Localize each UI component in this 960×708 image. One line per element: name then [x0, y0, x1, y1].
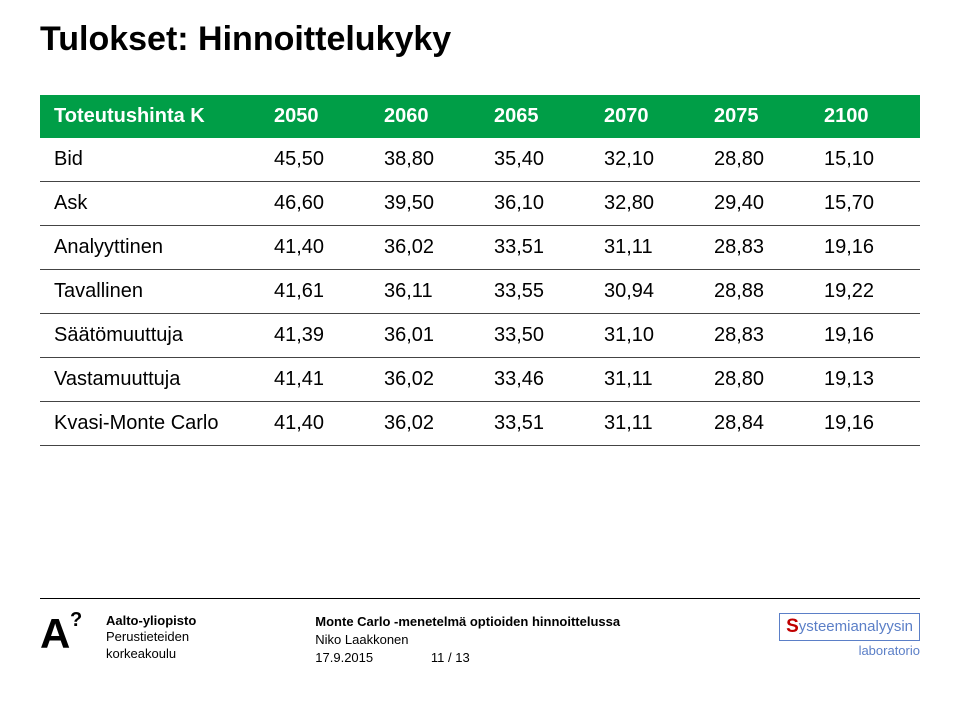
table-row: Vastamuuttuja 41,41 36,02 33,46 31,11 28…: [40, 358, 920, 402]
col-header: 2050: [260, 95, 370, 138]
table-row: Kvasi-Monte Carlo 41,40 36,02 33,51 31,1…: [40, 402, 920, 446]
cell: Vastamuuttuja: [40, 358, 260, 402]
col-header: 2075: [700, 95, 810, 138]
sys-logo-text: ysteemianalyysin: [799, 618, 913, 635]
footer-row: A? Aalto-yliopisto Perustieteiden korkea…: [40, 613, 920, 668]
cell: 19,16: [810, 226, 920, 270]
systems-analysis-logo: Systeemianalyysin laboratorio: [779, 613, 920, 658]
slide: Tulokset: Hinnoittelukyky Toteutushinta …: [0, 0, 960, 708]
cell: 19,13: [810, 358, 920, 402]
table-row: Ask 46,60 39,50 36,10 32,80 29,40 15,70: [40, 182, 920, 226]
cell: 32,80: [590, 182, 700, 226]
presentation-title: Monte Carlo -menetelmä optioiden hinnoit…: [315, 613, 620, 631]
aalto-text: Aalto-yliopisto Perustieteiden korkeakou…: [106, 613, 196, 662]
cell: 36,02: [370, 402, 480, 446]
col-header: 2060: [370, 95, 480, 138]
page-number: 11 / 13: [431, 650, 470, 665]
cell: 29,40: [700, 182, 810, 226]
sys-lab-text: laboratorio: [779, 643, 920, 658]
footer-date-page: 17.9.2015 11 / 13: [315, 649, 620, 667]
cell: 30,94: [590, 270, 700, 314]
aalto-logo-block: A? Aalto-yliopisto Perustieteiden korkea…: [40, 613, 196, 662]
cell: 46,60: [260, 182, 370, 226]
cell: 15,10: [810, 138, 920, 182]
presentation-author: Niko Laakkonen: [315, 631, 620, 649]
cell: 33,51: [480, 226, 590, 270]
cell: 28,80: [700, 358, 810, 402]
cell: Bid: [40, 138, 260, 182]
sys-logo-s-icon: S: [786, 616, 799, 637]
cell: 15,70: [810, 182, 920, 226]
table-row: Bid 45,50 38,80 35,40 32,10 28,80 15,10: [40, 138, 920, 182]
cell: 33,55: [480, 270, 590, 314]
cell: 33,51: [480, 402, 590, 446]
cell: 28,83: [700, 314, 810, 358]
table-row: Tavallinen 41,61 36,11 33,55 30,94 28,88…: [40, 270, 920, 314]
col-header: Toteutushinta K: [40, 95, 260, 138]
table-row: Säätömuuttuja 41,39 36,01 33,50 31,10 28…: [40, 314, 920, 358]
footer-center: Monte Carlo -menetelmä optioiden hinnoit…: [315, 613, 620, 668]
cell: 36,11: [370, 270, 480, 314]
col-header: 2100: [810, 95, 920, 138]
cell: Analyyttinen: [40, 226, 260, 270]
table-row: Analyyttinen 41,40 36,02 33,51 31,11 28,…: [40, 226, 920, 270]
cell: Säätömuuttuja: [40, 314, 260, 358]
cell: 36,02: [370, 226, 480, 270]
cell: 36,02: [370, 358, 480, 402]
cell: 41,40: [260, 402, 370, 446]
page-title: Tulokset: Hinnoittelukyky: [40, 20, 920, 59]
cell: 45,50: [260, 138, 370, 182]
cell: 36,10: [480, 182, 590, 226]
aalto-mark-icon: A?: [40, 613, 96, 653]
col-header: 2070: [590, 95, 700, 138]
cell: 39,50: [370, 182, 480, 226]
cell: 31,11: [590, 226, 700, 270]
cell: 28,83: [700, 226, 810, 270]
col-header: 2065: [480, 95, 590, 138]
cell: Ask: [40, 182, 260, 226]
cell: 38,80: [370, 138, 480, 182]
slide-footer: A? Aalto-yliopisto Perustieteiden korkea…: [0, 598, 960, 708]
cell: 32,10: [590, 138, 700, 182]
cell: Kvasi-Monte Carlo: [40, 402, 260, 446]
cell: 33,46: [480, 358, 590, 402]
cell: Tavallinen: [40, 270, 260, 314]
cell: 31,11: [590, 358, 700, 402]
cell: 28,88: [700, 270, 810, 314]
cell: 19,22: [810, 270, 920, 314]
cell: 28,84: [700, 402, 810, 446]
results-table: Toteutushinta K 2050 2060 2065 2070 2075…: [40, 95, 920, 446]
cell: 41,41: [260, 358, 370, 402]
cell: 41,40: [260, 226, 370, 270]
aalto-line3: korkeakoulu: [106, 646, 196, 662]
cell: 19,16: [810, 402, 920, 446]
table-header-row: Toteutushinta K 2050 2060 2065 2070 2075…: [40, 95, 920, 138]
presentation-date: 17.9.2015: [315, 650, 373, 665]
footer-divider: [40, 598, 920, 599]
cell: 19,16: [810, 314, 920, 358]
cell: 35,40: [480, 138, 590, 182]
cell: 33,50: [480, 314, 590, 358]
aalto-line2: Perustieteiden: [106, 629, 196, 645]
cell: 28,80: [700, 138, 810, 182]
cell: 31,10: [590, 314, 700, 358]
cell: 31,11: [590, 402, 700, 446]
cell: 41,39: [260, 314, 370, 358]
cell: 41,61: [260, 270, 370, 314]
cell: 36,01: [370, 314, 480, 358]
sys-logo-box: Systeemianalyysin: [779, 613, 920, 641]
aalto-line1: Aalto-yliopisto: [106, 613, 196, 629]
